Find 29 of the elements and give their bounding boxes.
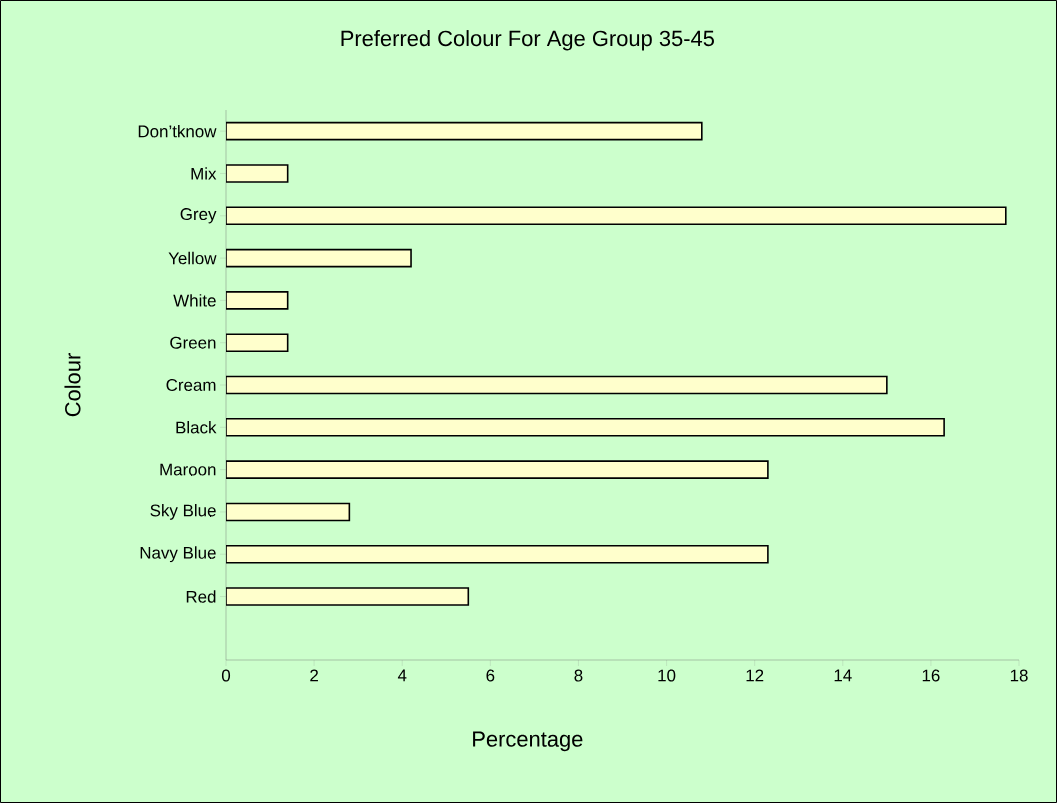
y-tick-label: Mix bbox=[191, 167, 217, 180]
x-tick-label: 4 bbox=[397, 669, 407, 682]
x-tick-label: 10 bbox=[658, 669, 676, 682]
y-tick-label: Green bbox=[170, 336, 216, 349]
bar bbox=[226, 502, 351, 522]
bar bbox=[226, 375, 888, 395]
x-tick-label: 0 bbox=[221, 669, 231, 682]
x-tick-label: 12 bbox=[746, 669, 764, 682]
x-axis-title: Percentage bbox=[473, 731, 583, 752]
bar bbox=[226, 248, 412, 268]
y-tick-label: Cream bbox=[166, 379, 216, 391]
bar bbox=[226, 121, 703, 141]
x-tick-label: 18 bbox=[1010, 669, 1028, 682]
x-tick-label: 6 bbox=[486, 669, 495, 682]
y-tick-label: Don’tknow bbox=[138, 124, 217, 138]
chart-title: Preferred Colour For Age Group 35-45 bbox=[341, 30, 714, 51]
y-tick-label: Navy Blue bbox=[140, 546, 216, 563]
y-tick-label: Maroon bbox=[160, 463, 216, 476]
y-tick-label: Red bbox=[186, 590, 216, 603]
x-tick-label: 14 bbox=[834, 669, 852, 682]
y-tick-label: Black bbox=[176, 421, 217, 434]
y-tick-label: Sky Blue bbox=[150, 504, 216, 520]
y-axis-title: Colour bbox=[64, 353, 81, 417]
y-tick-label: Yellow bbox=[168, 251, 217, 265]
y-tick-label: Grey bbox=[180, 208, 217, 224]
x-tick-label: 16 bbox=[922, 669, 940, 682]
x-tick-label: 8 bbox=[574, 669, 583, 682]
x-tick-label: 2 bbox=[310, 669, 318, 682]
y-tick-label: White bbox=[173, 294, 216, 307]
